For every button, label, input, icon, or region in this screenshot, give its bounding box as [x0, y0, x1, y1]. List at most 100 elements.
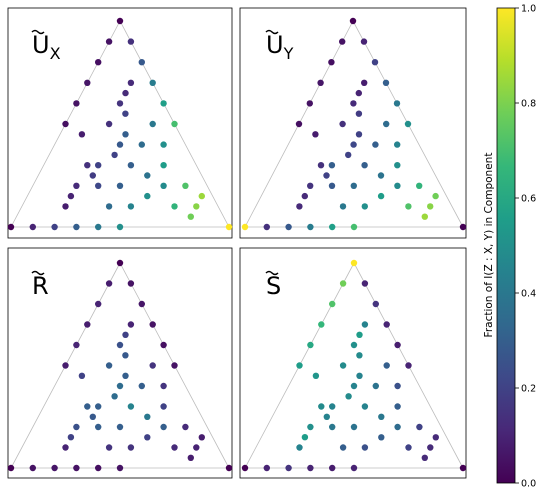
panel-s-point-35: [416, 423, 423, 431]
panel-ux-point-42: [105, 203, 113, 210]
panel-r-point-25: [116, 382, 124, 390]
panel-ux-point-16: [95, 223, 102, 231]
panel-r-point-28: [95, 403, 102, 410]
panel-uy-point-1: [241, 223, 249, 231]
panel-s-point-40: [394, 382, 401, 390]
panel-ux-point-27: [89, 172, 97, 179]
panel-ux-point-26: [73, 182, 80, 189]
panel-uy-point-0: [349, 17, 357, 25]
panel-s-point-38: [421, 454, 428, 461]
panel-r-point-12: [171, 362, 178, 369]
panel-r-point-34: [171, 444, 178, 451]
panel-s-point-18: [361, 403, 369, 410]
panel-r-point-11: [160, 341, 167, 349]
panel-uy-point-9: [371, 59, 379, 66]
colorbar-frame: [496, 7, 516, 484]
panel-uy-point-45: [361, 79, 368, 87]
panel-s-label-base: S: [266, 272, 281, 300]
panel-s-point-42: [339, 444, 347, 451]
panel-ux-point-38: [187, 213, 194, 220]
panel-r-point-31: [116, 423, 124, 431]
panel-uy-point-39: [361, 203, 368, 210]
panel-r-point-36: [193, 444, 200, 451]
panel-uy-point-32: [377, 192, 385, 200]
colorbar-ticks: 0.0 0.2 0.4 0.6 0.8 1.0: [515, 4, 536, 490]
panel-ux-tilde: [31, 29, 45, 35]
panel-ux-point-14: [51, 223, 58, 231]
panel-ux-point-29: [95, 182, 102, 189]
panel-s-point-21: [345, 393, 352, 400]
panel-uy-point-8: [360, 38, 368, 45]
panel-r-point-45: [127, 321, 135, 328]
panel-ux-point-19: [144, 172, 151, 179]
panel-r-point-41: [149, 362, 156, 369]
panel-r-point-20: [160, 423, 167, 431]
panel-s-point-11: [394, 341, 401, 349]
panel-s-point-48: [339, 362, 347, 369]
panel-uy-point-30: [372, 141, 379, 148]
panel-r-point-49: [84, 403, 91, 410]
panel-s-point-31: [350, 423, 358, 431]
panel-uy-point-17: [350, 223, 358, 231]
panel-ux-point-3: [105, 38, 113, 45]
panel-ux-point-20: [160, 182, 167, 189]
panel-s: S: [239, 247, 467, 479]
panel-s-point-12: [405, 362, 412, 369]
panel-s-point-39: [361, 444, 369, 451]
panel-r-point-0: [116, 259, 124, 267]
panel-uy-point-47: [312, 131, 319, 138]
colorbar: 0.0 0.2 0.4 0.6 0.8 1.0 Fraction of I(Z : X, …: [483, 4, 536, 490]
panel-r-label: R: [32, 272, 49, 300]
panel-r-label-base: R: [32, 272, 49, 300]
colorbar-fill: [497, 8, 515, 483]
panel-ux-point-22: [116, 100, 124, 107]
panel-ux-point-23: [122, 110, 129, 117]
panel-r-point-43: [122, 331, 129, 338]
panel-r-point-44: [67, 434, 75, 441]
panel-uy-tilde: [265, 29, 279, 35]
panel-s-point-28: [329, 403, 336, 410]
panel-uy-point-38: [421, 213, 428, 220]
panel-uy-point-49: [317, 162, 325, 169]
panel-ux-point-12: [171, 120, 178, 128]
panel-r-point-6: [73, 341, 80, 349]
panel-uy-point-23: [355, 110, 363, 117]
panel-s-point-41: [383, 362, 390, 369]
panel-uy-point-34: [405, 203, 412, 210]
panel-ux-point-40: [160, 141, 167, 148]
panel-ux-point-48: [105, 120, 113, 128]
panel-uy-point-24: [355, 131, 363, 138]
panel-uy-point-5: [317, 79, 324, 87]
panel-ux-label: UX: [32, 31, 61, 63]
panel-s-point-20: [394, 423, 401, 431]
panel-ux-point-5: [84, 79, 91, 87]
panel-ux-point-36: [193, 203, 200, 210]
panel-ux-point-0: [116, 17, 124, 25]
panel-s-point-33: [394, 403, 401, 410]
panel-uy-point-28: [328, 162, 336, 169]
panel-uy-point-36: [427, 203, 434, 210]
panel-ux-point-33: [160, 162, 167, 169]
colorbar-tick-label-5: 1.0: [521, 4, 536, 15]
panel-uy-point-11: [393, 100, 401, 107]
panel-uy-point-33: [394, 162, 401, 169]
panel-r-point-16: [95, 464, 102, 472]
panel-s-point-6: [307, 341, 314, 349]
panel-s-point-27: [323, 413, 330, 420]
colorbar-label: Fraction of I(Z : X, Y) in Component: [483, 153, 495, 338]
panel-ux-point-31: [116, 182, 124, 189]
panel-ux-point-1: [7, 223, 15, 231]
panel-uy-point-35: [416, 182, 423, 189]
panel-ux-point-6: [73, 100, 80, 107]
panel-ux-point-37: [198, 192, 205, 200]
panel-r-point-39: [127, 444, 135, 451]
panel-r-point-14: [51, 464, 58, 472]
panel-r-point-3: [105, 280, 113, 287]
panel-uy-point-41: [383, 120, 390, 128]
panel-ux-point-13: [29, 223, 36, 231]
panel-uy-point-44: [301, 192, 308, 200]
panel-ux-point-39: [127, 203, 135, 210]
panel-s-point-45: [361, 321, 369, 328]
panel-ux-point-41: [149, 120, 156, 128]
panel-r-point-21: [111, 393, 118, 400]
